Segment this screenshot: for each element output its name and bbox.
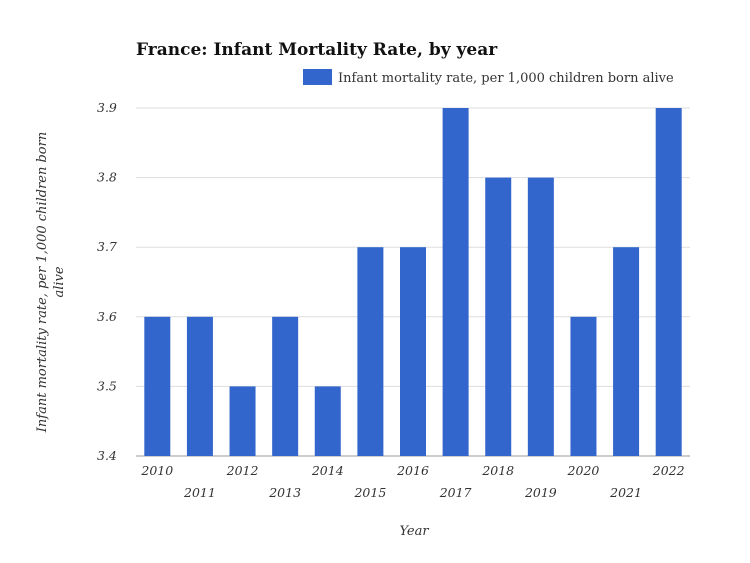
- bars: [144, 108, 682, 456]
- bar-2021: [613, 247, 640, 456]
- x-tick-label: 2012: [226, 463, 259, 478]
- x-axis-label: Year: [399, 524, 429, 539]
- x-tick-label: 2015: [353, 485, 386, 500]
- y-tick-label: 3.7: [97, 239, 117, 254]
- x-tick-label: 2010: [140, 463, 173, 478]
- x-tick-label: 2018: [481, 463, 514, 478]
- y-tick-label: 3.5: [97, 378, 117, 393]
- x-tick-label: 2020: [567, 463, 600, 478]
- bar-2017: [442, 108, 469, 456]
- y-axis-ticks: 3.4 3.5 3.6 3.7 3.8 3.9: [97, 100, 117, 463]
- y-tick-label: 3.6: [97, 309, 117, 324]
- bar-2015: [357, 247, 384, 456]
- legend: Infant mortality rate, per 1,000 childre…: [303, 69, 674, 86]
- x-tick-label: 2014: [311, 463, 344, 478]
- y-tick-label: 3.8: [97, 170, 117, 185]
- x-axis-ticks: 2010 2011 2012 2013 2014 2015 2016 2017 2018 2019…: [140, 463, 684, 500]
- bar-2011: [186, 316, 213, 456]
- x-tick-label: 2016: [396, 463, 429, 478]
- bar-2014: [314, 386, 341, 456]
- bar-2012: [229, 386, 256, 456]
- bar-2018: [485, 177, 512, 456]
- y-tick-label: 3.4: [97, 448, 117, 463]
- x-tick-label: 2022: [652, 463, 685, 478]
- legend-swatch: [303, 69, 332, 85]
- y-axis-label-line-2: alive: [52, 266, 67, 297]
- bar-2010: [144, 316, 171, 456]
- bar-2019: [527, 177, 554, 456]
- chart-title: France: Infant Mortality Rate, by year: [136, 40, 498, 60]
- x-tick-label: 2011: [183, 485, 216, 500]
- y-axis-label: Infant mortality rate, per 1,000 childre…: [35, 132, 67, 433]
- legend-label: Infant mortality rate, per 1,000 childre…: [338, 71, 674, 86]
- bar-2020: [570, 316, 597, 456]
- x-tick-label: 2013: [268, 485, 301, 500]
- x-tick-label: 2019: [524, 485, 557, 500]
- bar-2013: [272, 316, 299, 456]
- x-tick-label: 2021: [609, 485, 642, 500]
- bar-2022: [655, 108, 682, 456]
- x-tick-label: 2017: [439, 485, 472, 500]
- y-axis-label-line-1: Infant mortality rate, per 1,000 childre…: [35, 132, 50, 433]
- bar-2016: [400, 247, 426, 456]
- y-tick-label: 3.9: [97, 100, 117, 115]
